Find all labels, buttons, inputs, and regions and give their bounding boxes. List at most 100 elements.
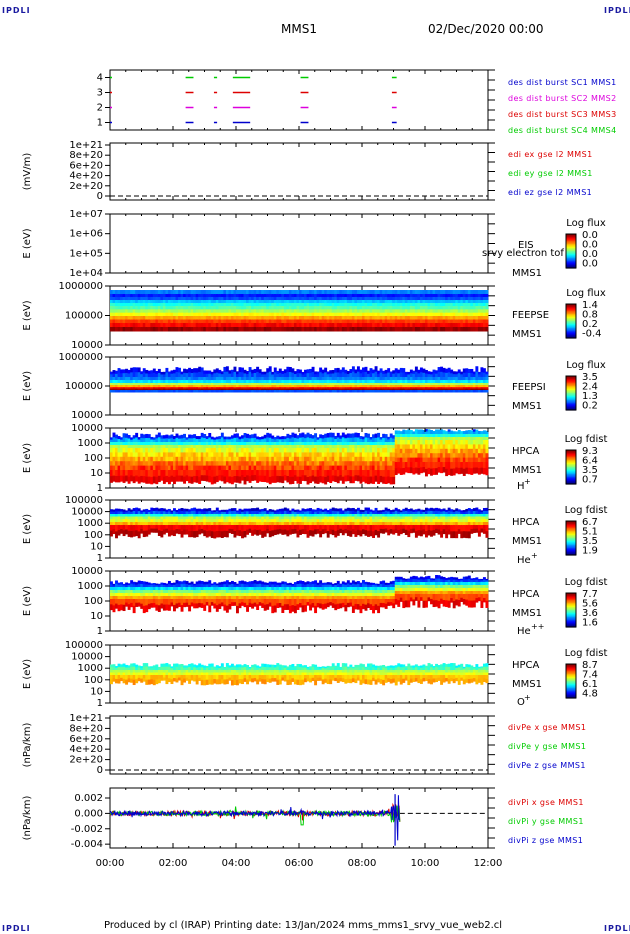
colorbar-swatch [566, 393, 576, 396]
colorbar-tick-label-hpca_hepp: 1.6 [582, 618, 598, 629]
legend-entry-burst: des dist burst SC2 MMS2 [508, 94, 617, 103]
colorbar-swatch [566, 549, 576, 552]
colorbar-swatch [566, 263, 576, 266]
colorbar-tick-label-hpca_he: 1.9 [582, 546, 598, 557]
spacecraft-label-hpca_he: MMS1 [512, 536, 542, 547]
colorbar-swatch [566, 326, 576, 329]
species-label-hpca_hepp: He [517, 626, 531, 637]
colorbar-swatch [566, 614, 576, 617]
legend-entry-edi: edi ey gse l2 MMS1 [508, 169, 593, 178]
colorbar-tick-label-hpca_hepp: 3.6 [582, 608, 598, 619]
colorbar-swatch [566, 678, 576, 681]
spectrogram-feepse [110, 290, 489, 332]
colorbar-swatch [566, 461, 576, 464]
colorbar-swatch [566, 316, 576, 319]
y-tick-label-divpi: 0.002 [74, 793, 103, 804]
panel-frame-divpe [109, 715, 489, 775]
colorbar-swatch [566, 328, 576, 331]
colorbar-swatch [566, 672, 576, 675]
plot-title-spacecraft: MMS1 [281, 22, 317, 36]
colorbar-swatch [566, 602, 576, 605]
colorbar-swatch [566, 693, 576, 696]
corner-mark-bottom-right: IPDLI [604, 924, 630, 933]
colorbar-swatch [566, 325, 576, 328]
y-tick-label-edi: 8e+20 [69, 150, 103, 161]
colorbar-swatch [566, 695, 576, 698]
legend-entry-divpi: divPi y gse MMS1 [508, 817, 584, 826]
colorbar-swatch [566, 546, 576, 549]
colorbar-title-hpca_h: Log fdist [565, 434, 608, 445]
legend-entry-divpi: divPi z gse MMS1 [508, 836, 583, 845]
colorbar-swatch [566, 236, 576, 239]
colorbar-swatch [566, 542, 576, 545]
y-tick-label-hpca_o: 10000 [71, 652, 103, 663]
y-axis-label-hpca_hepp: E (eV) [22, 586, 33, 616]
y-tick-label-feepsi: 1000000 [58, 352, 103, 363]
legend-entry-divpe: divPe x gse MMS1 [508, 723, 586, 732]
colorbar-tick-label-feepse: -0.4 [582, 329, 602, 340]
instrument-label-hpca_h: HPCA [512, 446, 540, 457]
colorbar-swatch [566, 550, 576, 553]
species-label-hpca_h: H [517, 481, 525, 492]
colorbar-title-hpca_hepp: Log fdist [565, 577, 608, 588]
colorbar-swatch [566, 610, 576, 613]
spacecraft-label-hpca_h: MMS1 [512, 465, 542, 476]
colorbar-swatch [566, 464, 576, 467]
colorbar-tick-label-hpca_h: 6.4 [582, 456, 598, 467]
y-tick-label-hpca_o: 10 [90, 686, 103, 697]
x-tick-label: 00:00 [96, 858, 125, 869]
y-tick-label-divpe: 6e+20 [69, 734, 103, 745]
y-tick-label-feepse: 1000000 [58, 281, 103, 292]
colorbar-swatch [566, 260, 576, 263]
y-tick-label-hpca_hepp: 10000 [71, 566, 103, 577]
colorbar-swatch [566, 595, 576, 598]
colorbar-swatch [566, 681, 576, 684]
colorbar-swatch [566, 615, 576, 618]
legend-entry-edi: edi ex gse l2 MMS1 [508, 150, 593, 159]
spacecraft-label-feepse: MMS1 [512, 329, 542, 340]
colorbar-tick-label-hpca_o: 6.1 [582, 679, 598, 690]
colorbar-tick-label-hpca_o: 7.4 [582, 670, 598, 681]
colorbar-tick-label-eis: 0.0 [582, 259, 598, 270]
colorbar-swatch [566, 329, 576, 332]
colorbar-swatch [566, 478, 576, 481]
spacecraft-label-hpca_o: MMS1 [512, 679, 542, 690]
colorbar-tick-label-feepsi: 3.5 [582, 372, 598, 383]
colorbar-swatch [566, 378, 576, 381]
y-tick-label-hpca_hepp: 10 [90, 611, 103, 622]
colorbar-tick-label-hpca_he: 3.5 [582, 536, 598, 547]
colorbar-swatch [566, 529, 576, 532]
colorbar-swatch [566, 689, 576, 692]
colorbar-swatch [566, 525, 576, 528]
divpi-series-z [109, 795, 401, 841]
spectrogram-hpca_h [110, 429, 489, 485]
colorbar-swatch [566, 253, 576, 256]
y-tick-label-divpe: 8e+20 [69, 723, 103, 734]
y-tick-label-hpca_hepp: 100 [84, 596, 103, 607]
colorbar-swatch [566, 457, 576, 460]
colorbar-swatch [566, 597, 576, 600]
colorbar-swatch [566, 248, 576, 251]
y-tick-label-hpca_h: 1000 [78, 438, 103, 449]
y-tick-label-divpe: 4e+20 [69, 744, 103, 755]
x-tick-label: 12:00 [474, 858, 503, 869]
colorbar-swatch [566, 452, 576, 455]
x-tick-label: 02:00 [159, 858, 188, 869]
y-axis-label-hpca_h: E (eV) [22, 443, 33, 473]
colorbar-swatch [566, 388, 576, 391]
colorbar-swatch [566, 530, 576, 533]
legend-entry-burst: des dist burst SC4 MMS4 [508, 126, 617, 135]
spacecraft-label-feepsi: MMS1 [512, 401, 542, 412]
colorbar-swatch [566, 532, 576, 535]
y-tick-label-hpca_h: 1 [97, 483, 103, 494]
y-axis-label-edi: (mV/m) [22, 153, 33, 191]
colorbar-swatch [566, 540, 576, 543]
x-tick-label: 08:00 [348, 858, 377, 869]
y-tick-label-hpca_hepp: 1 [97, 626, 103, 637]
colorbar-swatch [566, 265, 576, 268]
eis-overlay-text: srvy electron tof [482, 248, 564, 259]
